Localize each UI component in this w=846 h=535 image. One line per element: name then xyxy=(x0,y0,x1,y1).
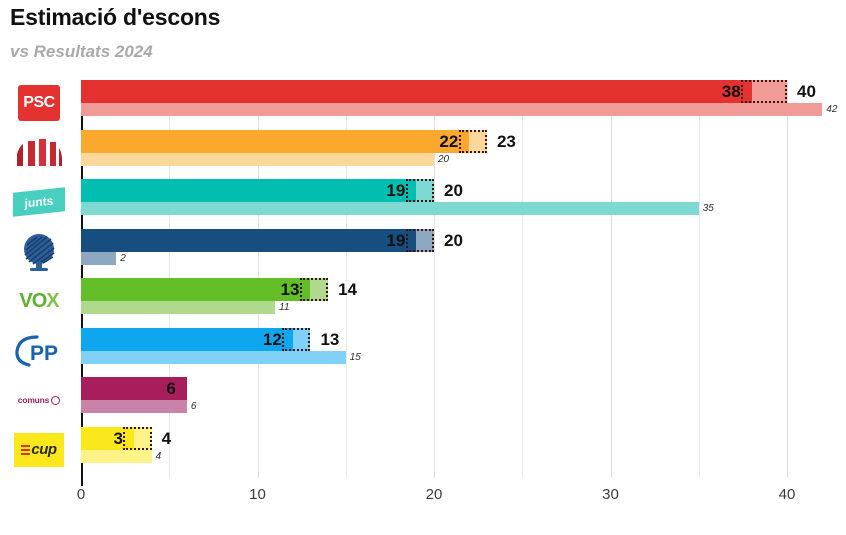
previous-result-bar[interactable] xyxy=(81,202,699,215)
estimate-bar[interactable] xyxy=(81,179,417,202)
range-indicator-box xyxy=(458,129,487,153)
comuns-logo: comuns xyxy=(18,395,61,405)
estimate-bar[interactable] xyxy=(81,129,470,153)
previous-result-label: 4 xyxy=(155,450,162,462)
estimate-range-fill xyxy=(751,80,787,103)
previous-result-bar[interactable] xyxy=(81,152,434,166)
x-tick-label: 20 xyxy=(425,486,443,503)
chart-row[interactable]: 19 20 2 xyxy=(0,228,846,279)
estimate-high-label: 20 xyxy=(444,181,463,200)
x-tick-label: 10 xyxy=(249,486,266,503)
gridline-minor xyxy=(522,80,524,478)
estimate-low-label: 13 xyxy=(280,280,300,299)
estimate-low-label: 19 xyxy=(386,181,406,200)
range-indicator-box xyxy=(405,179,434,202)
estimate-high-label: 23 xyxy=(496,131,516,151)
party-logo-cell xyxy=(0,130,78,176)
estimate-high-label: 14 xyxy=(338,280,358,299)
gridline-minor xyxy=(698,80,700,478)
range-indicator-box xyxy=(123,426,152,450)
estimate-low-label: 22 xyxy=(439,131,459,151)
previous-result-label: 2 xyxy=(120,252,126,264)
party-logo-cell: junts xyxy=(0,179,78,225)
estimate-bar[interactable] xyxy=(81,228,417,252)
chart-row[interactable]: VOX 13 14 11 xyxy=(0,278,846,328)
estimate-range-fill xyxy=(469,129,487,153)
party-logo-cell: cup xyxy=(0,427,78,473)
range-indicator-box xyxy=(282,327,311,351)
estimate-low-label: 12 xyxy=(262,329,282,349)
previous-result-label: 20 xyxy=(438,153,450,165)
estimate-high-label: 13 xyxy=(320,329,340,349)
estimate-range-fill xyxy=(416,228,434,252)
party-logo-cell: PSC xyxy=(0,80,78,126)
gridline-minor xyxy=(345,80,347,478)
range-indicator-box xyxy=(405,228,434,252)
estimate-high-label: 40 xyxy=(797,82,816,101)
gridline-major xyxy=(434,80,435,478)
gridline-major xyxy=(787,80,788,478)
previous-result-bar[interactable] xyxy=(81,103,823,116)
estimate-bar[interactable] xyxy=(81,327,293,351)
estimate-range-fill xyxy=(133,426,152,450)
junts-logo: junts xyxy=(13,187,65,217)
previous-result-label: 15 xyxy=(349,351,361,363)
previous-result-bar[interactable] xyxy=(81,400,187,413)
svg-text:PP: PP xyxy=(30,342,58,365)
previous-result-label: 42 xyxy=(826,104,838,115)
previous-result-label: 6 xyxy=(190,401,197,412)
estimate-bar[interactable] xyxy=(81,80,752,103)
previous-result-bar[interactable] xyxy=(81,301,276,314)
gridline-major xyxy=(610,80,612,478)
previous-result-bar[interactable] xyxy=(81,251,117,265)
party-logo-cell xyxy=(0,229,78,275)
page-title: Estimació d'escons xyxy=(10,4,221,30)
chart-row[interactable]: 22 23 20 xyxy=(0,129,846,180)
estimate-bar[interactable] xyxy=(81,377,187,400)
chart-row[interactable]: cup 3 4 4 xyxy=(0,426,846,477)
estimate-low-label: 3 xyxy=(113,428,123,448)
range-indicator-box xyxy=(741,80,787,103)
erc-logo xyxy=(15,138,63,168)
chart-row[interactable]: junts 19 20 35 xyxy=(0,179,846,229)
page-subtitle: vs Resultats 2024 xyxy=(10,42,153,61)
pp-logo: PP xyxy=(13,334,65,367)
previous-result-bar[interactable] xyxy=(81,449,152,463)
cup-logo: cup xyxy=(14,432,64,467)
previous-result-label: 35 xyxy=(702,203,714,214)
estimate-bar[interactable] xyxy=(81,426,134,450)
chart-row[interactable]: PP 12 13 15 xyxy=(0,327,846,378)
x-tick-label: 30 xyxy=(602,486,619,503)
estimate-range-fill xyxy=(292,327,311,351)
previous-result-label: 11 xyxy=(279,302,290,313)
range-indicator-box xyxy=(299,278,329,301)
estimate-low-label: 19 xyxy=(386,230,406,250)
x-tick-label: 0 xyxy=(76,486,86,503)
estimate-range-fill xyxy=(416,179,434,202)
vox-logo: VOX xyxy=(19,289,59,312)
estimate-low-label: 38 xyxy=(721,82,741,101)
party-logo-cell: VOX xyxy=(0,278,78,324)
alianca-catalana-logo xyxy=(17,233,61,271)
estimate-high-label: 20 xyxy=(444,230,463,250)
chart-row[interactable]: comuns 6 6 xyxy=(0,377,846,427)
estimate-low-label: 6 xyxy=(166,379,176,398)
psc-logo: PSC xyxy=(18,85,60,121)
estimate-high-label: 4 xyxy=(161,428,172,448)
previous-result-bar[interactable] xyxy=(81,350,346,364)
chart-row[interactable]: PSC 38 40 42 xyxy=(0,80,846,130)
estimate-bar[interactable] xyxy=(81,278,311,301)
party-logo-cell: PP xyxy=(0,328,78,374)
estimate-range-fill xyxy=(310,278,329,301)
x-tick-label: 40 xyxy=(778,486,796,503)
party-logo-cell: comuns xyxy=(0,377,78,423)
